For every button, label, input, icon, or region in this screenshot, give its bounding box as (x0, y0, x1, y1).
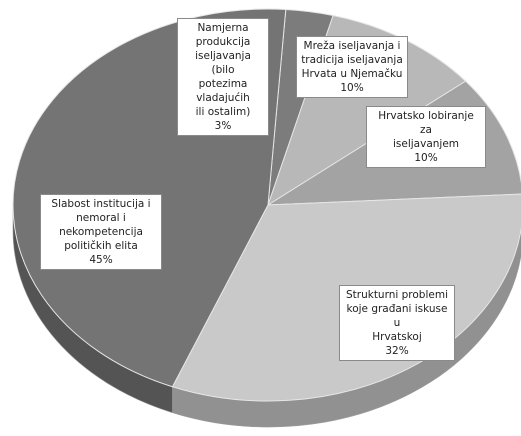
slice-label-hrvatsko-lobiranje: Hrvatsko lobiranje za iseljavanjem 10% (366, 106, 486, 168)
slice-label-slabost-institucija: Slabost institucija i nemoral i nekompet… (40, 194, 162, 270)
slice-label-strukturni-problemi: Strukturni problemi koje građani iskuse … (339, 285, 455, 361)
slice-label-mreza-iseljavanja: Mreža iseljavanja i tradicija iseljavanj… (296, 36, 408, 98)
slice-label-namjerna-produkcija: Namjerna produkcija iseljavanja (bilo po… (177, 18, 269, 136)
